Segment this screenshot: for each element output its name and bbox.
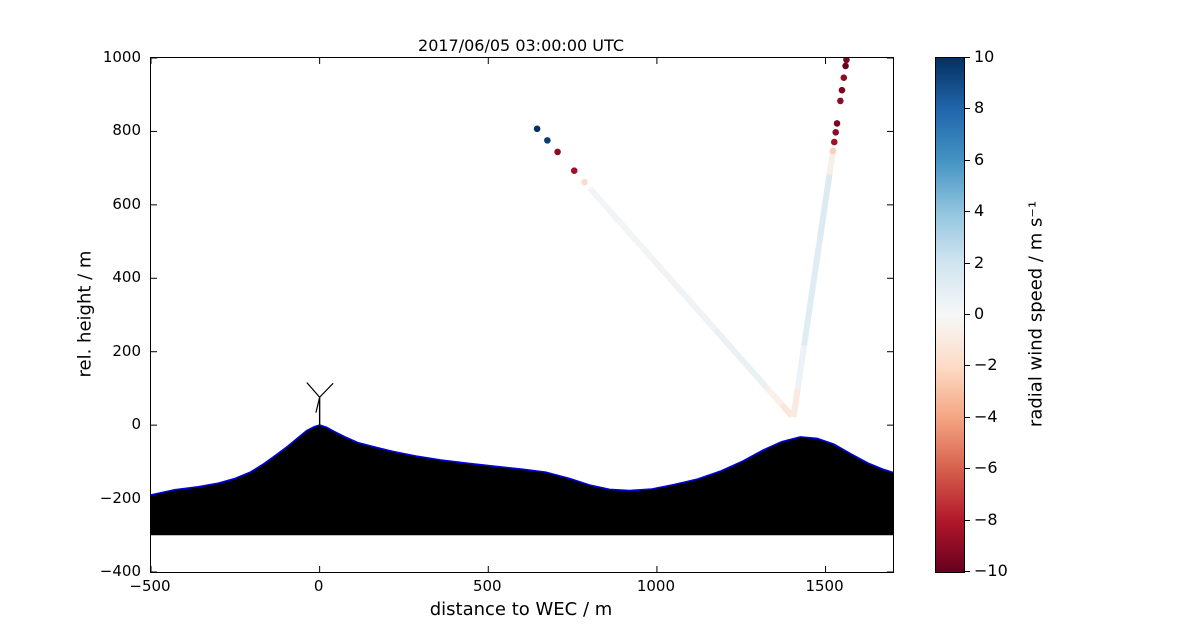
beam-segment	[763, 385, 784, 407]
y-axis-label: rel. height / m	[74, 250, 96, 378]
colorbar-tick-label: −2	[974, 355, 998, 375]
colorbar-tick-label: 6	[974, 150, 985, 169]
beam-segment	[587, 185, 654, 260]
y-tick-label: −400	[99, 561, 141, 580]
turbine-blade	[315, 397, 321, 413]
beam-segment	[826, 152, 836, 175]
x-tick-label: 500	[472, 577, 502, 595]
beam-segment	[779, 402, 795, 418]
beam-segment	[801, 238, 823, 347]
beam-dot	[554, 148, 561, 156]
y-tick-label: 0	[131, 414, 141, 433]
turbine-blade	[319, 382, 334, 398]
beam-dot	[570, 167, 578, 174]
x-tick-label: 1000	[636, 577, 675, 595]
y-tick-label: −200	[99, 488, 141, 507]
y-tick-label: 200	[112, 341, 141, 360]
beam-dot	[843, 58, 850, 64]
colorbar-tick-label: −8	[974, 509, 998, 529]
colorbar-tick	[965, 159, 970, 161]
colorbar-tick-label: 8	[974, 98, 985, 118]
beam-dot	[833, 120, 841, 127]
beam-segment	[817, 173, 833, 239]
beam-dot	[533, 125, 541, 133]
colorbar-tick-label: 0	[974, 304, 985, 324]
colorbar-tick	[965, 211, 970, 213]
colorbar-label: radial wind speed / m s⁻¹	[1025, 200, 1047, 428]
plot-title: 2017/06/05 03:00:00 UTC	[418, 36, 624, 55]
terrain-outline	[151, 424, 893, 496]
x-tick-label: 0	[313, 577, 324, 595]
beam-dot	[830, 138, 838, 146]
colorbar-tick	[965, 314, 970, 315]
colorbar-tick-label: −4	[974, 407, 998, 426]
plot-canvas	[151, 58, 893, 572]
x-axis-label: distance to WEC / m	[429, 599, 613, 620]
colorbar-tick	[965, 57, 970, 58]
plot-area	[150, 57, 894, 573]
beam-dot	[832, 129, 840, 136]
colorbar-tick	[965, 519, 970, 521]
beam-dot	[829, 147, 837, 155]
beam-segment	[790, 388, 801, 418]
colorbar-tick	[965, 365, 970, 367]
colorbar-tick-label: −10	[974, 561, 1008, 581]
colorbar-tick-label: 4	[974, 201, 985, 221]
y-tick-label: 600	[112, 194, 141, 213]
y-tick-label: 800	[112, 121, 141, 140]
beam-dot	[842, 62, 849, 70]
colorbar-tick-label: 2	[974, 252, 985, 272]
colorbar-tick	[965, 262, 970, 264]
beam-segment	[648, 255, 718, 332]
beam-dot	[837, 97, 844, 105]
colorbar-tick	[965, 571, 970, 572]
colorbar-tick	[965, 108, 970, 110]
x-tick-label: −500	[129, 577, 171, 595]
turbine-blade	[306, 382, 321, 398]
colorbar-tick	[965, 468, 970, 470]
beam-dot	[581, 178, 588, 186]
x-tick-label: 1500	[805, 577, 844, 595]
terrain-fill	[151, 425, 893, 536]
colorbar-tick-label: 10	[974, 47, 995, 67]
colorbar-tick-label: −6	[974, 458, 998, 478]
beam-segment	[794, 345, 808, 389]
beam-dot	[544, 137, 551, 144]
y-tick-label: 400	[112, 268, 141, 287]
beam-dot	[840, 74, 848, 81]
colorbar-tick	[965, 416, 970, 418]
colorbar	[935, 57, 965, 573]
beam-dot	[838, 86, 846, 94]
beam-segment	[712, 327, 769, 390]
y-tick-label: 1000	[102, 47, 141, 66]
